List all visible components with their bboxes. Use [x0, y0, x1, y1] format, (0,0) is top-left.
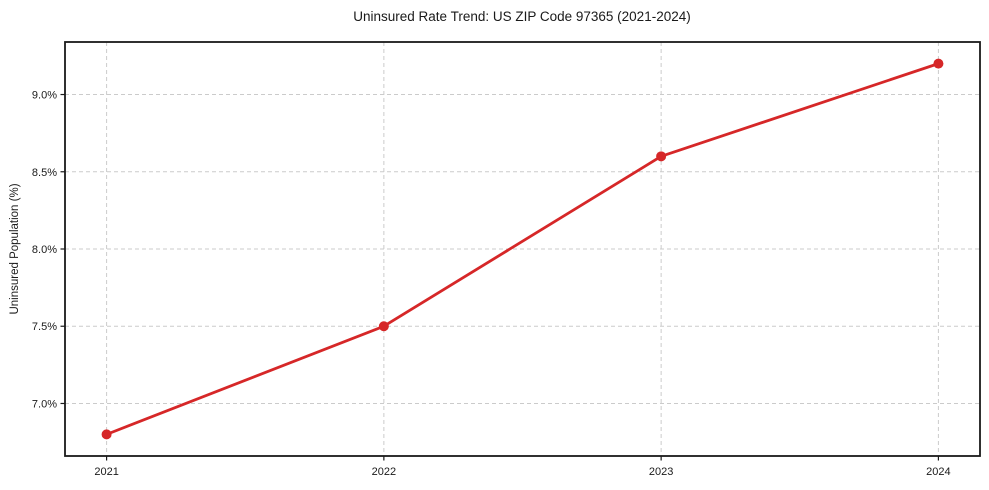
- y-tick-label: 8.5%: [32, 167, 57, 179]
- y-tick-label: 7.0%: [32, 398, 57, 410]
- gridlines: [65, 42, 980, 456]
- plot-frame: [64, 41, 981, 457]
- x-tick-label: 2024: [926, 466, 950, 478]
- data-point-marker: [101, 429, 112, 440]
- y-axis-label: Uninsured Population (%): [9, 183, 21, 314]
- y-tick-label: 7.5%: [32, 321, 57, 333]
- data-series: [101, 58, 944, 440]
- axes-spine-box: [64, 41, 981, 457]
- axis-ticks: 2021 2022 2023 2024 7.0% 7.5% 8.0% 8.5% 9.0%: [32, 90, 951, 478]
- data-point-marker: [656, 151, 667, 162]
- y-tick-label: 9.0%: [32, 90, 57, 102]
- x-tick-label: 2021: [94, 466, 118, 478]
- trend-line: [105, 62, 940, 436]
- y-tick-label: 8.0%: [32, 244, 57, 256]
- x-tick-label: 2023: [649, 466, 673, 478]
- data-point-marker: [933, 58, 944, 69]
- x-tick-label: 2022: [372, 466, 396, 478]
- chart-title: Uninsured Rate Trend: US ZIP Code 97365 …: [353, 9, 690, 24]
- data-point-marker: [378, 321, 389, 332]
